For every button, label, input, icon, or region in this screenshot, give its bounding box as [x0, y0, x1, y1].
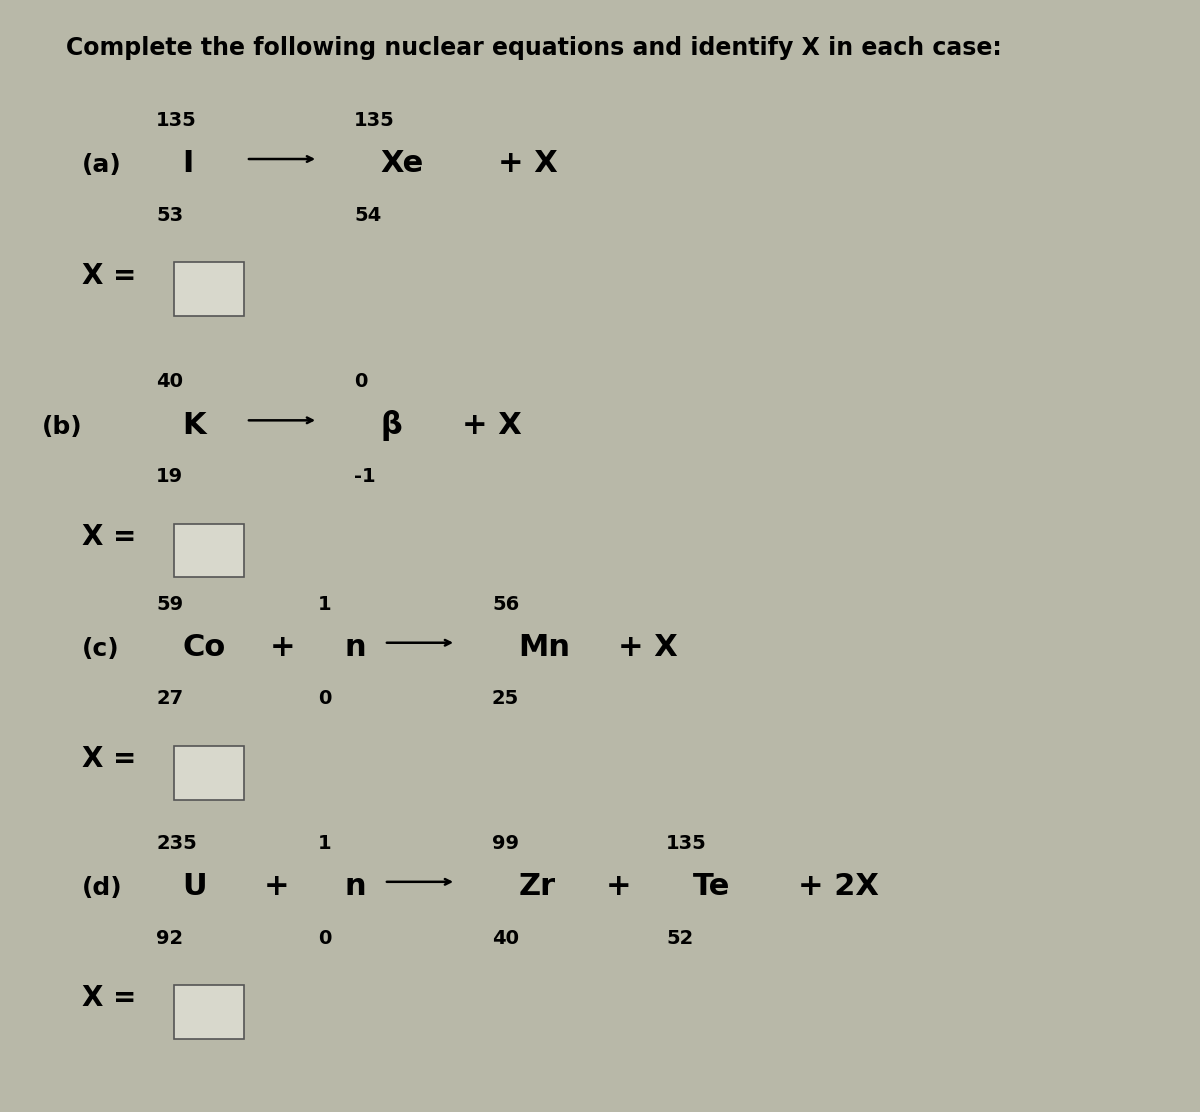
Bar [174, 746, 244, 800]
Text: 27: 27 [156, 689, 184, 708]
Text: +: + [264, 872, 289, 901]
Text: X =: X = [82, 261, 136, 289]
Text: + X: + X [618, 633, 678, 662]
Text: 135: 135 [666, 834, 707, 853]
Text: 54: 54 [354, 206, 382, 225]
Text: X =: X = [82, 745, 136, 773]
Text: n: n [344, 872, 366, 901]
Text: 92: 92 [156, 929, 184, 947]
Text: +: + [270, 633, 295, 662]
Text: -1: -1 [354, 467, 376, 486]
Text: 0: 0 [354, 373, 367, 391]
Text: 53: 53 [156, 206, 184, 225]
Text: (c): (c) [82, 637, 119, 661]
Text: 235: 235 [156, 834, 197, 853]
Text: 99: 99 [492, 834, 520, 853]
Text: (d): (d) [82, 876, 122, 900]
Text: 0: 0 [318, 689, 331, 708]
Text: Te: Te [692, 872, 730, 901]
Text: (a): (a) [82, 153, 121, 177]
Text: I: I [182, 149, 193, 178]
Text: 1: 1 [318, 834, 331, 853]
Text: 25: 25 [492, 689, 520, 708]
Text: 135: 135 [354, 111, 395, 130]
Text: U: U [182, 872, 208, 901]
Text: + X: + X [462, 410, 522, 439]
Text: Co: Co [182, 633, 226, 662]
Text: Zr: Zr [518, 872, 556, 901]
Text: + 2X: + 2X [798, 872, 878, 901]
Text: β: β [380, 409, 402, 440]
Text: 0: 0 [318, 929, 331, 947]
Text: 52: 52 [666, 929, 694, 947]
Text: Mn: Mn [518, 633, 570, 662]
Text: 40: 40 [156, 373, 182, 391]
Text: + X: + X [498, 149, 558, 178]
Text: Xe: Xe [380, 149, 424, 178]
Text: n: n [344, 633, 366, 662]
Text: X =: X = [82, 523, 136, 550]
Text: X =: X = [82, 984, 136, 1012]
Text: 19: 19 [156, 467, 184, 486]
Text: 56: 56 [492, 595, 520, 614]
Text: (b): (b) [42, 415, 83, 438]
Text: 1: 1 [318, 595, 331, 614]
Text: Complete the following nuclear equations and identify X in each case:: Complete the following nuclear equations… [66, 36, 1002, 60]
Text: +: + [606, 872, 631, 901]
Bar [174, 524, 244, 577]
Text: K: K [182, 410, 206, 439]
Text: 135: 135 [156, 111, 197, 130]
Text: 59: 59 [156, 595, 184, 614]
Bar [174, 985, 244, 1039]
Text: 40: 40 [492, 929, 520, 947]
Bar [174, 262, 244, 316]
